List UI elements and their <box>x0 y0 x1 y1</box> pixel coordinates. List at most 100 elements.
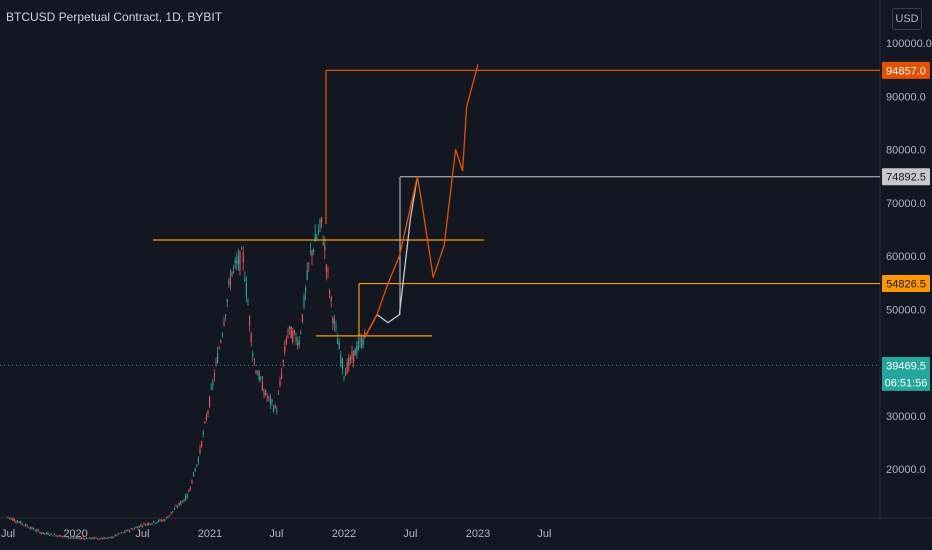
y-tick-label: 80000.0 <box>886 145 926 157</box>
candle-body <box>140 525 142 527</box>
candle-body <box>87 538 89 540</box>
candle-body <box>260 377 262 380</box>
badge-54826-bg <box>882 275 930 293</box>
chart-title: BTCUSD Perpetual Contract, 1D, BYBIT <box>6 10 223 24</box>
candle-body <box>143 523 145 525</box>
candle-body <box>121 532 123 534</box>
candle-body <box>281 373 283 378</box>
candle-body <box>364 331 366 338</box>
x-tick-label: Jul <box>269 528 283 540</box>
candle-body <box>207 410 209 413</box>
candle-body <box>7 516 9 518</box>
candle-body <box>265 390 267 396</box>
candle-body <box>37 530 39 532</box>
candle-body <box>293 330 295 334</box>
y-tick-label: 70000.0 <box>886 198 926 210</box>
candle-body <box>108 537 110 539</box>
candle-body <box>132 528 134 530</box>
candle-body <box>245 282 247 296</box>
candle-body <box>186 493 188 498</box>
candle-body <box>332 318 334 324</box>
badge-74892-bg <box>882 168 930 186</box>
candle-body <box>274 405 276 408</box>
candle-body <box>135 526 137 528</box>
y-tick-label: 50000.0 <box>886 304 926 316</box>
candle-body <box>242 252 244 263</box>
candle-body <box>361 338 363 348</box>
candle-body <box>153 520 155 523</box>
candle-body <box>149 523 151 525</box>
candle-body <box>129 530 131 532</box>
candle-body <box>98 538 100 540</box>
candle-body <box>348 358 350 366</box>
candle-body <box>33 528 35 530</box>
candle-body <box>215 361 217 363</box>
candle-body <box>212 381 214 386</box>
candle-body <box>314 233 316 242</box>
candle-body <box>161 520 163 522</box>
candle-body <box>327 270 329 272</box>
candle-body <box>90 537 92 539</box>
candle-body <box>250 332 252 343</box>
candle-body <box>109 536 111 538</box>
candle-body <box>28 527 30 529</box>
candle-body <box>17 521 19 523</box>
candle-body <box>335 326 337 328</box>
candle-body <box>359 340 361 342</box>
candle-body <box>52 535 54 537</box>
candle-body <box>183 499 185 502</box>
candle-body <box>63 535 65 537</box>
projection-orange-path <box>365 64 479 337</box>
candle-body <box>330 296 332 302</box>
candle-body <box>157 520 159 522</box>
candle-body <box>172 511 174 513</box>
candle-body <box>105 538 107 540</box>
candle-body <box>12 518 14 521</box>
candle-body <box>271 399 273 403</box>
candle-body <box>45 532 47 534</box>
candle-body <box>13 519 15 522</box>
candle-body <box>122 532 124 534</box>
candle-body <box>346 362 348 373</box>
candle-body <box>81 537 83 539</box>
candle-body <box>244 278 246 281</box>
candle-body <box>57 535 59 537</box>
candle-body <box>106 537 108 539</box>
candle-body <box>354 348 356 356</box>
candle-body <box>257 373 259 376</box>
candle-body <box>266 396 268 398</box>
candle-body <box>218 348 220 350</box>
y-tick-label: 20000.0 <box>886 464 926 476</box>
candle-body <box>146 523 148 525</box>
candle-body <box>194 469 196 472</box>
candle-body <box>297 342 299 347</box>
candle-body <box>61 536 63 538</box>
candle-body <box>311 250 313 257</box>
y-tick-label: 100000.0 <box>886 38 932 50</box>
candle-body <box>82 538 84 540</box>
candle-body <box>29 527 31 529</box>
candle-body <box>114 534 116 536</box>
candle-body <box>133 528 135 530</box>
candle-body <box>298 340 300 345</box>
candle-body <box>300 332 302 334</box>
candle-body <box>79 538 81 540</box>
candle-body <box>309 251 311 253</box>
x-tick-label: Jul <box>1 528 15 540</box>
candle-body <box>196 464 198 466</box>
candle-body <box>25 524 27 527</box>
x-tick-label: 2023 <box>466 528 490 540</box>
candle-body <box>210 387 212 390</box>
candle-body <box>268 396 270 398</box>
candle-body <box>162 519 164 521</box>
candle-body <box>66 536 68 538</box>
candle-body <box>263 391 265 395</box>
candle-body <box>261 380 263 391</box>
candle-body <box>71 537 73 539</box>
candle-body <box>60 535 62 537</box>
candle-body <box>103 537 105 540</box>
candle-body <box>164 519 166 521</box>
candle-body <box>329 290 331 295</box>
currency-button[interactable]: USD <box>892 8 922 30</box>
candle-body <box>233 266 235 268</box>
